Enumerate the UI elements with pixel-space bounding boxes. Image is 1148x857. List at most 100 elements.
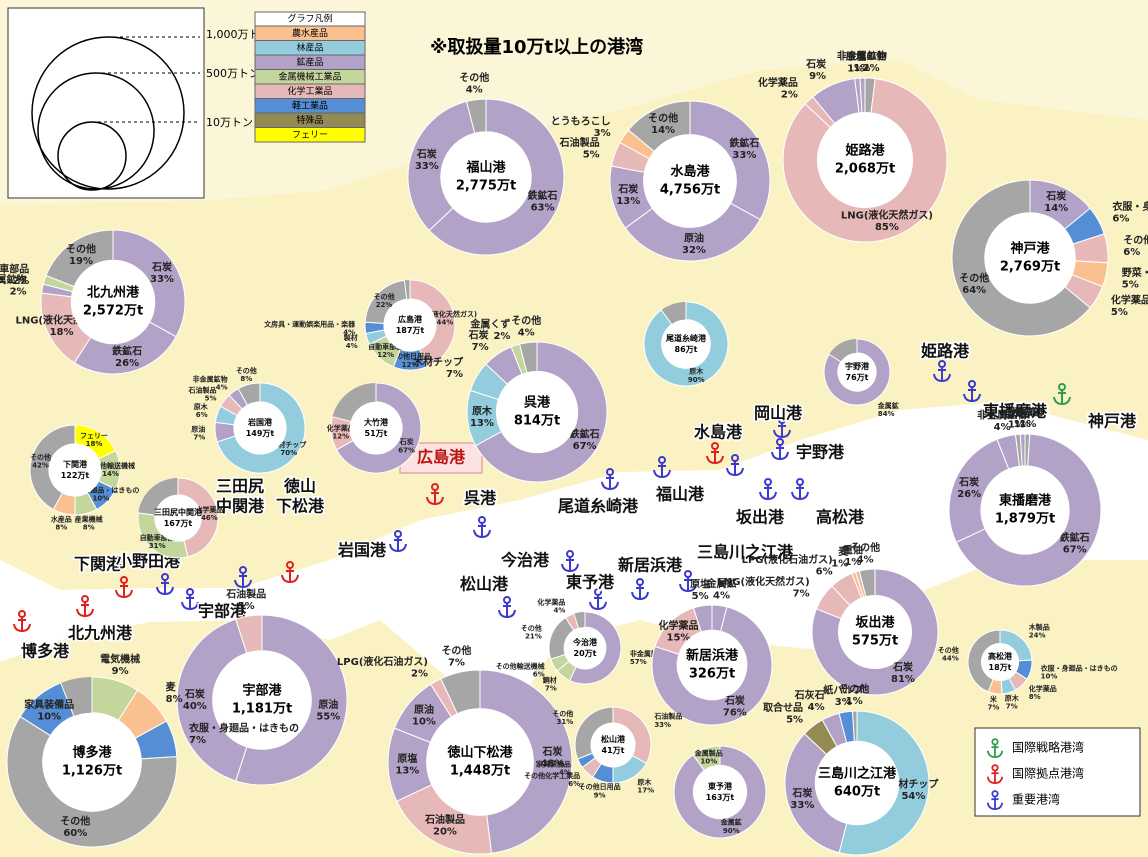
segment-label: 石油製品 5%	[559, 136, 600, 161]
donut-hole	[349, 401, 403, 455]
segment-value: 7%	[793, 589, 810, 600]
port-label: 新居浜港	[618, 556, 683, 575]
segment-label: 取合せ品 5%	[763, 701, 803, 726]
segment-value: 2%	[12, 276, 29, 287]
segment-value: 48%	[541, 758, 565, 769]
segment-name: その他	[30, 452, 51, 461]
segment-value: 81%	[891, 674, 915, 685]
segment-name: 木材チップ	[412, 356, 464, 369]
segment-label: 金属製品 10%	[694, 749, 723, 766]
segment-name: 水	[1010, 406, 1022, 419]
segment-name: 化学薬品	[537, 598, 565, 607]
port-anchor	[13, 610, 31, 633]
port-anchor	[933, 360, 951, 383]
anchor-fluke	[653, 469, 671, 479]
segment-value: 5%	[786, 714, 803, 725]
anchor-fluke	[76, 608, 94, 618]
port-label: 松山港	[460, 575, 509, 594]
segment-label: 木材チップ 7%	[412, 356, 464, 381]
segment-name: 石炭	[724, 694, 745, 707]
segment-name: その他	[839, 683, 869, 696]
port-label: 宇部港	[198, 602, 247, 621]
segment-label: その他輸送機械 6%	[496, 661, 545, 678]
segment-name: 取合せ品	[763, 701, 803, 714]
anchor-fluke	[726, 467, 744, 477]
segment-name: その他化学工業品	[524, 771, 580, 780]
segment-value: 15%	[667, 632, 691, 643]
segment-label: 石炭 9%	[805, 58, 826, 83]
segment-label: 水産品 8%	[51, 514, 72, 531]
segment-label: その他 1%	[1013, 406, 1043, 431]
port-anchor	[631, 578, 649, 601]
port-anchor	[963, 380, 981, 403]
segment-value: 1%	[1019, 419, 1036, 430]
legend-label: 特殊品	[296, 114, 323, 126]
segment-name: 原油	[318, 698, 338, 711]
segment-label: その他 2%	[856, 50, 886, 75]
donut-hole	[817, 112, 913, 208]
port-label: 高松港	[816, 508, 865, 527]
donut-name: 下関港	[63, 459, 88, 469]
segment-value: 4%	[808, 702, 825, 713]
segment-label: 家具装備品 4%	[536, 759, 571, 776]
segment-label: 非金属鉱物 57%	[630, 649, 665, 666]
anchor-fluke	[679, 583, 697, 593]
segment-label: その他 22%	[374, 292, 395, 309]
segment-label: その他 44%	[938, 645, 959, 662]
port-label: 三島川之江港	[697, 543, 794, 562]
donut-total: 167万t	[164, 519, 193, 528]
donut-name: 神戸港	[1010, 240, 1050, 256]
segment-label: 衣服・身廻品・はきもの6%	[1112, 200, 1148, 225]
donut-hole	[48, 443, 102, 497]
segment-label: その他 14%	[648, 111, 678, 136]
segment-name: その他	[236, 366, 257, 375]
donut-name: 姫路港	[845, 142, 885, 158]
port-anchor	[234, 566, 252, 589]
donut-hole	[233, 401, 287, 455]
port-label: 神戸港	[1088, 412, 1137, 431]
segment-value: 60%	[63, 828, 87, 839]
segment-value: 55%	[316, 712, 340, 723]
donut-segment	[330, 416, 354, 451]
segment-value: 90%	[688, 376, 705, 384]
segment-value: 6%	[1112, 214, 1129, 225]
segment-value: 4%	[346, 342, 358, 350]
segment-name: その他	[856, 50, 886, 63]
segment-value: 14%	[651, 125, 675, 136]
segment-name: 金属鉱	[877, 401, 899, 410]
port-label: 中関港	[216, 497, 265, 516]
segment-name: 文房具・運動娯楽用品・楽器	[264, 320, 356, 329]
segment-label: 自動車部品2%	[0, 262, 29, 287]
segment-value: 67%	[398, 446, 415, 454]
segment-value: 4%	[466, 85, 483, 96]
segment-name: その他	[60, 815, 90, 828]
legend-label: 鉱産品	[296, 56, 323, 68]
port-label: 下関港	[74, 555, 123, 574]
segment-name: 鉄鉱石	[112, 345, 142, 358]
segment-value: 12%	[377, 351, 394, 359]
segment-value: 8%	[240, 375, 252, 383]
segment-value: 1%	[853, 63, 870, 74]
segment-label: 鉄鉱石 63%	[528, 189, 558, 214]
segment-name: 原木	[194, 402, 209, 411]
segment-name: 化学薬品	[195, 505, 223, 514]
donut-total: 2,068万t	[835, 162, 895, 177]
segment-label: その他 21%	[521, 624, 542, 641]
segment-name: 化学薬品	[658, 619, 698, 632]
donut-name: 東予港	[708, 781, 733, 791]
donut-name: 三田尻中関港	[154, 507, 203, 517]
port-label: 東予港	[566, 573, 615, 592]
donut-total: 814万t	[514, 414, 560, 429]
segment-value: 85%	[875, 222, 899, 233]
anchor-fluke	[601, 481, 619, 491]
segment-value: 26%	[957, 489, 981, 500]
segment-value: 4%	[216, 384, 228, 392]
segment-name: 化学薬品	[758, 76, 798, 89]
segment-name: その他日用品	[389, 352, 431, 361]
segment-value: 63%	[531, 202, 555, 213]
legend-label: 化学工業品	[287, 85, 332, 97]
donut-total: 326万t	[689, 667, 735, 682]
segment-label: 重油 1%	[843, 544, 863, 569]
segment-value: 10%	[700, 758, 717, 766]
anchor-fluke	[498, 609, 516, 619]
